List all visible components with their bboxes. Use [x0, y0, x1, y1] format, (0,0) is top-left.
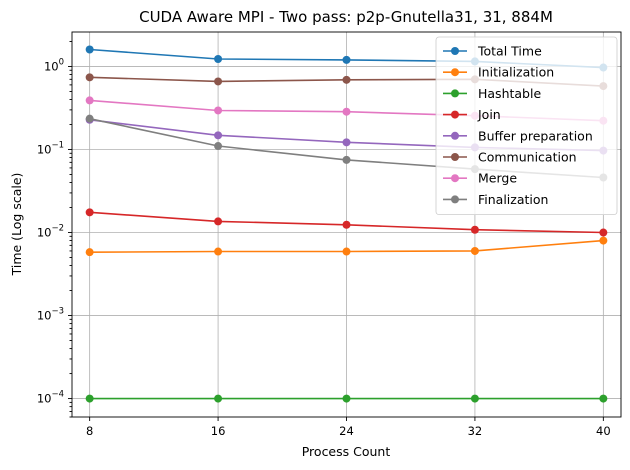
y-tick-label: 10−3: [37, 307, 64, 323]
legend-marker: [451, 195, 459, 204]
legend-item-merge: Merge: [443, 171, 517, 186]
series-join: [85, 208, 608, 237]
y-tick-exponent: −3: [51, 307, 64, 317]
x-tick-label: 16: [211, 424, 226, 438]
y-tick-exponent: 0: [59, 57, 64, 67]
legend-label: Communication: [478, 150, 577, 165]
data-point: [214, 77, 223, 86]
y-tick-base: 10: [37, 142, 52, 156]
legend-item-hashtable: Hashtable: [443, 86, 541, 101]
data-point: [470, 225, 479, 234]
data-point: [214, 247, 223, 256]
data-point: [342, 247, 351, 256]
legend-marker: [451, 174, 459, 183]
legend-marker: [451, 47, 459, 55]
legend: Total Time Initialization Hashtable Join Buf…: [435, 36, 618, 216]
legend-item-initialization: Initialization: [443, 65, 554, 80]
y-tick-base: 10: [44, 59, 59, 73]
y-tick-exponent: −4: [51, 390, 64, 400]
data-point: [85, 45, 94, 54]
legend-marker: [451, 131, 459, 140]
data-point: [214, 54, 223, 63]
chart-title: CUDA Aware MPI - Two pass: p2p-Gnutella3…: [139, 8, 553, 26]
data-point: [599, 228, 608, 237]
data-point: [342, 220, 351, 229]
data-point: [214, 394, 223, 403]
legend-marker: [451, 153, 459, 161]
data-point: [342, 55, 351, 64]
data-point: [342, 394, 351, 403]
legend-marker: [451, 89, 459, 98]
x-tick-label: 40: [596, 424, 611, 438]
data-point: [342, 107, 351, 116]
legend-marker: [451, 68, 459, 77]
legend-label: Hashtable: [478, 86, 541, 101]
series-initialization: [85, 236, 608, 257]
data-point: [85, 96, 94, 105]
y-tick-label: 100: [44, 57, 64, 73]
data-point: [85, 73, 94, 82]
y-tick-exponent: −2: [51, 224, 64, 234]
y-tick-exponent: −1: [51, 140, 64, 150]
data-point: [470, 246, 479, 255]
series-hashtable: [85, 394, 608, 403]
legend-item-buffer-preparation: Buffer preparation: [443, 128, 593, 143]
data-point: [599, 394, 608, 403]
x-tick-label: 32: [468, 424, 483, 438]
legend-item-total-time: Total Time: [443, 44, 542, 59]
legend-label: Join: [477, 107, 501, 122]
legend-marker: [451, 110, 459, 119]
data-point: [214, 106, 223, 115]
legend-label: Total Time: [477, 44, 542, 59]
data-point: [470, 394, 479, 403]
x-tick-label: 8: [86, 424, 93, 438]
y-tick-label: 10−1: [37, 140, 64, 156]
y-tick-base: 10: [37, 392, 52, 406]
data-point: [342, 138, 351, 147]
y-tick-base: 10: [37, 309, 52, 323]
data-point: [214, 131, 223, 140]
data-point: [342, 155, 351, 164]
legend-item-communication: Communication: [443, 150, 577, 165]
data-point: [599, 236, 608, 245]
x-axis-label: Process Count: [302, 444, 391, 459]
data-point: [85, 394, 94, 403]
legend-box: [435, 36, 618, 216]
legend-label: Buffer preparation: [478, 128, 593, 143]
data-point: [214, 142, 223, 151]
y-axis-label: Time (Log scale): [9, 173, 24, 277]
data-point: [85, 114, 94, 123]
legend-label: Finalization: [478, 192, 548, 207]
data-point: [342, 75, 351, 84]
y-tick-base: 10: [37, 226, 52, 240]
legend-label: Merge: [478, 171, 517, 186]
data-point: [85, 208, 94, 217]
y-tick-label: 10−4: [37, 390, 64, 406]
data-point: [85, 248, 94, 257]
x-tick-label: 24: [339, 424, 354, 438]
data-point: [214, 217, 223, 226]
legend-item-join: Join: [443, 107, 501, 122]
legend-item-finalization: Finalization: [443, 192, 548, 207]
y-tick-label: 10−2: [37, 224, 64, 240]
legend-label: Initialization: [478, 65, 554, 80]
